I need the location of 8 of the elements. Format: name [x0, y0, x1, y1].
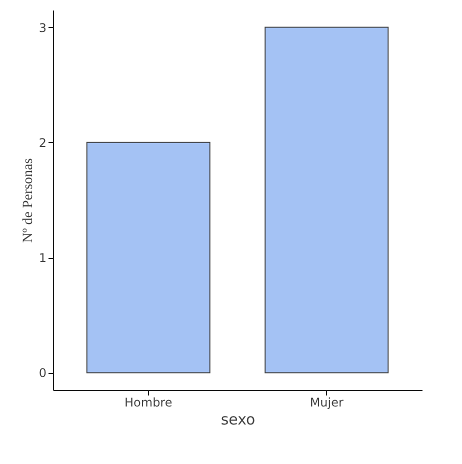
y-tick-label: 1 [38, 251, 46, 266]
y-tick-label: 2 [38, 136, 46, 150]
y-tick-label: 3 [38, 20, 46, 35]
x-tick-label: Hombre [124, 396, 172, 410]
y-axis-title: Nº de Personas [20, 158, 36, 243]
x-axis-title: sexo [220, 410, 256, 428]
y-tick-label: 0 [38, 366, 46, 380]
x-tick-label: Mujer [310, 396, 344, 410]
